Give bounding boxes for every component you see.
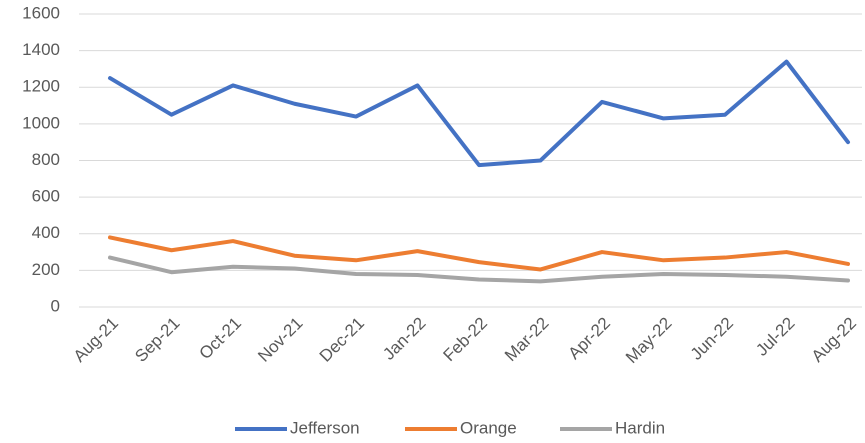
y-tick-label: 1000 bbox=[22, 113, 60, 132]
x-tick-label: Aug-22 bbox=[808, 314, 860, 366]
x-tick-label: Oct-21 bbox=[195, 314, 245, 364]
x-tick-label: Mar-22 bbox=[501, 314, 553, 366]
x-tick-label: Nov-21 bbox=[254, 314, 306, 366]
y-tick-label: 600 bbox=[32, 187, 60, 206]
x-tick-label: Apr-22 bbox=[564, 314, 614, 364]
legend-label: Orange bbox=[460, 418, 517, 437]
line-series bbox=[108, 235, 850, 272]
x-tick-label: Feb-22 bbox=[439, 314, 491, 366]
y-tick-label: 200 bbox=[32, 260, 60, 279]
x-tick-label: Jul-22 bbox=[752, 314, 798, 360]
x-tick-label: Jan-22 bbox=[379, 314, 429, 364]
legend-label: Jefferson bbox=[290, 418, 360, 437]
y-tick-label: 0 bbox=[51, 296, 60, 315]
line-series bbox=[108, 255, 850, 284]
x-tick-label: Sep-21 bbox=[131, 314, 183, 366]
legend-label: Hardin bbox=[615, 418, 665, 437]
x-tick-label: May-22 bbox=[622, 314, 676, 368]
y-tick-label: 400 bbox=[32, 223, 60, 242]
line-series bbox=[108, 59, 850, 168]
y-tick-label: 1400 bbox=[22, 40, 60, 59]
x-tick-label: Aug-21 bbox=[70, 314, 122, 366]
y-tick-label: 800 bbox=[32, 150, 60, 169]
y-tick-label: 1200 bbox=[22, 77, 60, 96]
x-tick-label: Dec-21 bbox=[316, 314, 368, 366]
x-tick-label: Jun-22 bbox=[687, 314, 737, 364]
y-tick-label: 1600 bbox=[22, 3, 60, 22]
